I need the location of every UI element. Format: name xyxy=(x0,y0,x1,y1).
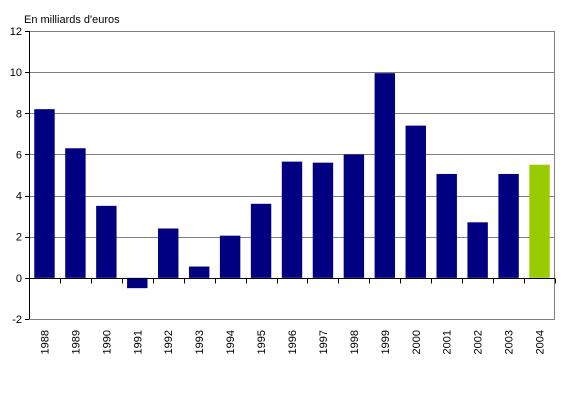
bar-1995 xyxy=(250,203,272,278)
x-tick-labels: 1988 1989 1990 1991 1992 1993 1994 1995 1996 1997… xyxy=(39,330,546,354)
bar-2002 xyxy=(467,222,488,278)
x-tick-label-1996: 1996 xyxy=(287,330,299,354)
x-tick-label-1998: 1998 xyxy=(349,330,361,354)
bar-1991 xyxy=(127,277,148,289)
bar-1989 xyxy=(65,148,86,278)
x-tick-label-1992: 1992 xyxy=(163,330,175,354)
bar-1996 xyxy=(281,161,303,278)
x-tick-label-1989: 1989 xyxy=(70,330,82,354)
y-tick-label: 0 xyxy=(16,273,22,285)
bar-2000 xyxy=(405,125,426,278)
y-tick-label: -2 xyxy=(12,314,22,326)
bar-1992 xyxy=(158,228,179,278)
y-tick-label: 12 xyxy=(10,26,22,38)
bars xyxy=(34,73,550,289)
x-tick-label-1993: 1993 xyxy=(194,330,206,354)
x-tick-label-1990: 1990 xyxy=(101,330,113,354)
x-tick-label-2002: 2002 xyxy=(473,330,485,354)
bar-1994 xyxy=(219,235,241,278)
x-tick-label-1995: 1995 xyxy=(256,330,268,354)
x-tick-label-2004: 2004 xyxy=(535,330,547,354)
x-tick-label-1999: 1999 xyxy=(380,330,392,354)
axes xyxy=(25,31,556,320)
bar-1988 xyxy=(34,109,55,278)
bar-1998 xyxy=(343,154,365,278)
x-tick-label-1991: 1991 xyxy=(132,330,144,354)
bar-2004 xyxy=(529,164,550,278)
x-tick-label-2000: 2000 xyxy=(411,330,423,354)
x-tick-label-1994: 1994 xyxy=(225,330,237,354)
y-axis-title: En milliards d'euros xyxy=(24,14,120,26)
x-tick-label-2001: 2001 xyxy=(442,330,454,354)
x-tick-label-2003: 2003 xyxy=(504,330,516,354)
bar-2003 xyxy=(498,173,519,278)
y-tick-label: 2 xyxy=(16,232,22,244)
bar-1993 xyxy=(188,266,210,278)
y-tick-labels: -2 0 2 4 6 8 10 12 xyxy=(10,26,22,326)
bar-1997 xyxy=(312,162,334,278)
y-tick-label: 8 xyxy=(16,108,22,120)
y-tick-label: 6 xyxy=(16,149,22,161)
y-tick-label: 10 xyxy=(10,67,22,79)
bar-2001 xyxy=(436,173,457,278)
x-tick-label-1997: 1997 xyxy=(318,330,330,354)
y-tick-label: 4 xyxy=(16,191,22,203)
bar-1990 xyxy=(96,205,117,278)
bar-1999 xyxy=(374,73,396,278)
x-tick-label-1988: 1988 xyxy=(39,330,51,354)
